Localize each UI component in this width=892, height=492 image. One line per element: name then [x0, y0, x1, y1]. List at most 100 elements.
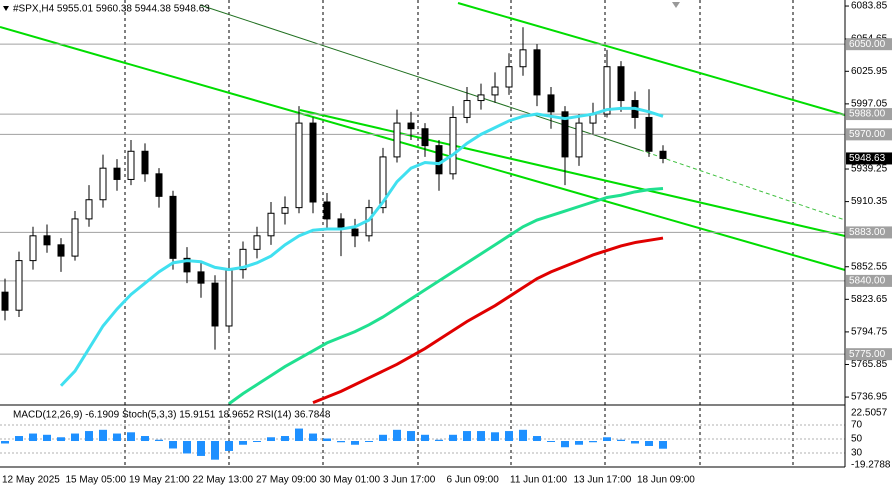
macd-bar	[547, 441, 555, 443]
macd-bar	[463, 431, 471, 442]
macd-bar	[435, 439, 443, 442]
macd-bar	[57, 437, 65, 442]
candle-body	[645, 116, 653, 152]
macd-bar	[603, 437, 611, 442]
macd-bar	[589, 441, 597, 443]
level-label: 6050.00	[849, 39, 886, 50]
moving-average	[228, 186, 664, 405]
x-tick-label: 30 May 01:00	[320, 475, 381, 486]
candle-body	[267, 212, 275, 237]
y-tick-label: 5852.55	[851, 261, 888, 272]
macd-bar	[379, 434, 387, 442]
macd-bar	[197, 441, 205, 456]
candle-body	[533, 49, 541, 96]
macd-bar	[225, 441, 233, 451]
macd-bar	[659, 441, 667, 449]
macd-bar	[393, 429, 401, 442]
candle-body	[393, 122, 401, 158]
last-price-box	[846, 152, 892, 165]
candle-body	[491, 86, 499, 96]
indicator-tick-label: 22.5057	[851, 408, 888, 419]
candle-body	[127, 150, 135, 180]
level-label-box	[846, 128, 892, 141]
level-label: 5775.00	[849, 349, 886, 360]
macd-bar	[421, 434, 429, 442]
candle-body	[155, 173, 163, 197]
macd-bar	[281, 436, 289, 442]
candle-body	[575, 122, 583, 158]
y-tick-label: 5794.75	[851, 327, 888, 338]
x-tick-label: 13 Jun 17:00	[574, 475, 632, 486]
macd-bar	[127, 432, 135, 442]
candle-body	[561, 111, 569, 158]
y-tick-label: 5765.85	[851, 359, 888, 370]
macd-bar	[99, 429, 107, 442]
macd-bar	[85, 431, 93, 442]
macd-bar	[351, 441, 359, 445]
candle-body	[1, 291, 9, 311]
candle-body	[505, 66, 513, 88]
macd-bar	[295, 428, 303, 442]
indicator-level-label: 50	[851, 434, 863, 445]
last-price-label: 5948.63	[849, 153, 886, 164]
candle-body	[141, 150, 149, 175]
macd-bar	[113, 433, 121, 442]
x-tick-label: 27 May 09:00	[256, 475, 317, 486]
macd-bar	[183, 441, 191, 454]
level-label-box	[846, 348, 892, 361]
candle-body	[113, 167, 121, 180]
y-tick-label: 5997.05	[851, 99, 888, 110]
y-tick-label: 5910.35	[851, 196, 888, 207]
macd-bar	[533, 436, 541, 442]
candle-body	[43, 235, 51, 246]
indicator-level-label: 70	[851, 420, 863, 431]
indicator-title: MACD(12,26,9) -6.1909 Stoch(5,3,3) 15.91…	[13, 410, 331, 421]
macd-bar	[253, 441, 261, 443]
y-tick-label: 5823.65	[851, 294, 888, 305]
candle-body	[15, 260, 23, 311]
trend-lines	[0, 2, 846, 271]
candle-body	[85, 199, 93, 220]
macd-bar	[43, 434, 51, 442]
candle-body	[309, 122, 317, 203]
macd-bar	[519, 429, 527, 442]
candle-body	[477, 94, 485, 102]
macd-bar	[211, 441, 219, 460]
x-tick-label: 6 Jun 09:00	[447, 475, 500, 486]
macd-bar	[155, 439, 163, 442]
macd-bar	[575, 441, 583, 445]
candle-body	[281, 207, 289, 214]
x-tick-label: 19 May 21:00	[129, 475, 190, 486]
macd-bar	[617, 439, 625, 442]
candle-body	[379, 156, 387, 209]
candle-body	[617, 66, 625, 102]
x-tick-label: 3 Jun 17:00	[383, 475, 436, 486]
macd-bar	[267, 437, 275, 442]
candle-body	[435, 145, 443, 175]
macd-bar	[1, 441, 9, 444]
indicator-tick-label: -19.2788	[851, 460, 891, 471]
level-label: 5883.00	[849, 227, 886, 238]
candle-body	[449, 116, 457, 175]
level-label: 5988.00	[849, 109, 886, 120]
macd-bar	[309, 433, 317, 442]
candle-body	[211, 282, 219, 327]
candle-body	[659, 150, 667, 159]
x-tick-label: 11 Jun 01:00	[510, 475, 568, 486]
y-tick-label: 5939.25	[851, 164, 888, 175]
macd-bar	[365, 441, 373, 443]
candle-body	[99, 167, 107, 201]
x-tick-label: 15 May 05:00	[66, 475, 127, 486]
macd-bar	[407, 431, 415, 442]
candle-body	[239, 248, 247, 271]
macd-bar	[169, 441, 177, 449]
candle-body	[463, 100, 471, 118]
plot	[0, 27, 845, 460]
macd-bar	[15, 436, 23, 442]
candle-body	[323, 201, 331, 220]
macd-bar	[449, 434, 457, 442]
x-tick-label: 12 May 2025	[2, 475, 60, 486]
